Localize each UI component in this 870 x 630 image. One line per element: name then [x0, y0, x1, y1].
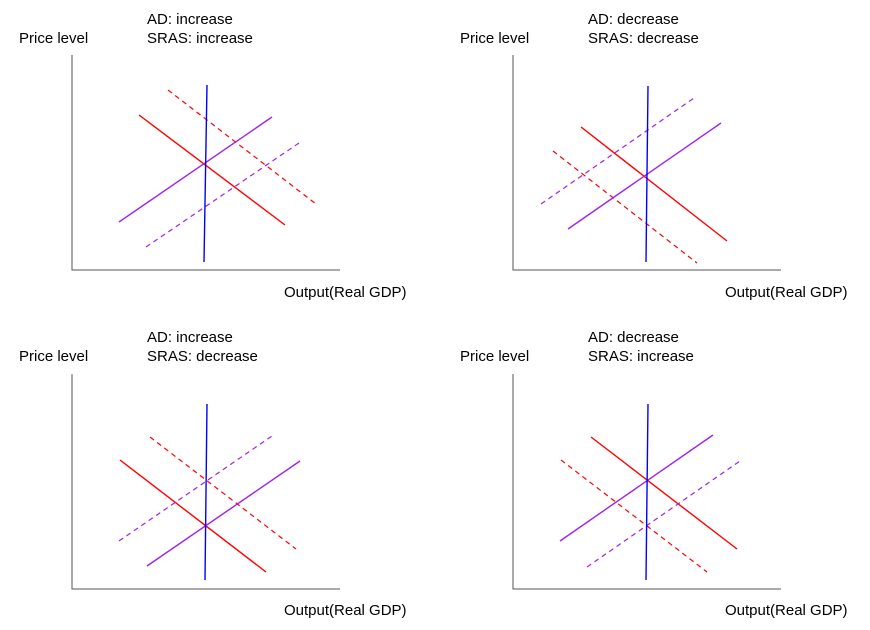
ad-curve-original: [580, 126, 728, 242]
lras-line: [645, 85, 649, 263]
diagram-panel-2: AD: decrease SRAS: decrease Price level …: [441, 0, 870, 311]
panel-title-sras: SRAS: increase: [147, 30, 253, 47]
ad-curve-shifted: [149, 436, 297, 550]
ad-curve-shifted: [560, 459, 708, 573]
ad-curve-original: [590, 436, 738, 550]
sras-curve-original: [146, 460, 301, 567]
diagram-canvas: [71, 55, 340, 271]
sras-curve-original: [559, 434, 714, 542]
panel-title-sras: SRAS: decrease: [147, 348, 258, 365]
lras-line: [204, 403, 208, 581]
panel-title-ad: AD: decrease: [588, 329, 679, 346]
sras-curve-shifted: [145, 142, 300, 248]
sras-curve-original: [118, 116, 273, 223]
diagram-panel-4: AD: decrease SRAS: increase Price level …: [441, 319, 870, 630]
sras-curve-original: [567, 122, 722, 230]
diagram-canvas: [512, 374, 781, 590]
axes: [71, 55, 340, 271]
axes: [512, 374, 781, 590]
x-axis-label: Output(Real GDP): [284, 602, 407, 619]
y-axis-label: Price level: [460, 348, 530, 365]
y-axis-label: Price level: [19, 30, 89, 47]
sras-curve-shifted: [540, 97, 695, 205]
diagram-panel-1: AD: increase SRAS: increase Price level …: [0, 0, 435, 311]
panel-title-sras: SRAS: increase: [588, 348, 694, 365]
panel-title-ad: AD: increase: [147, 329, 233, 346]
ad-curve-shifted: [167, 89, 317, 205]
ad-curve-original: [119, 459, 267, 573]
panel-title-ad: AD: decrease: [588, 11, 679, 28]
diagram-canvas: [71, 374, 340, 590]
diagram-canvas: [512, 55, 781, 271]
sras-curve-shifted: [118, 435, 273, 542]
lras-line: [645, 403, 649, 581]
ad-curve-original: [138, 114, 286, 226]
panel-title-sras: SRAS: decrease: [588, 30, 699, 47]
panel-title-ad: AD: increase: [147, 11, 233, 28]
diagram-panel-3: AD: increase SRAS: decrease Price level …: [0, 319, 435, 630]
x-axis-label: Output(Real GDP): [284, 284, 407, 301]
x-axis-label: Output(Real GDP): [725, 284, 848, 301]
y-axis-label: Price level: [460, 30, 530, 47]
y-axis-label: Price level: [19, 348, 89, 365]
sras-curve-shifted: [586, 460, 741, 568]
lras-line: [203, 84, 208, 263]
axes: [512, 55, 781, 271]
axes: [71, 374, 340, 590]
x-axis-label: Output(Real GDP): [725, 602, 848, 619]
ad-curve-shifted: [552, 150, 698, 264]
